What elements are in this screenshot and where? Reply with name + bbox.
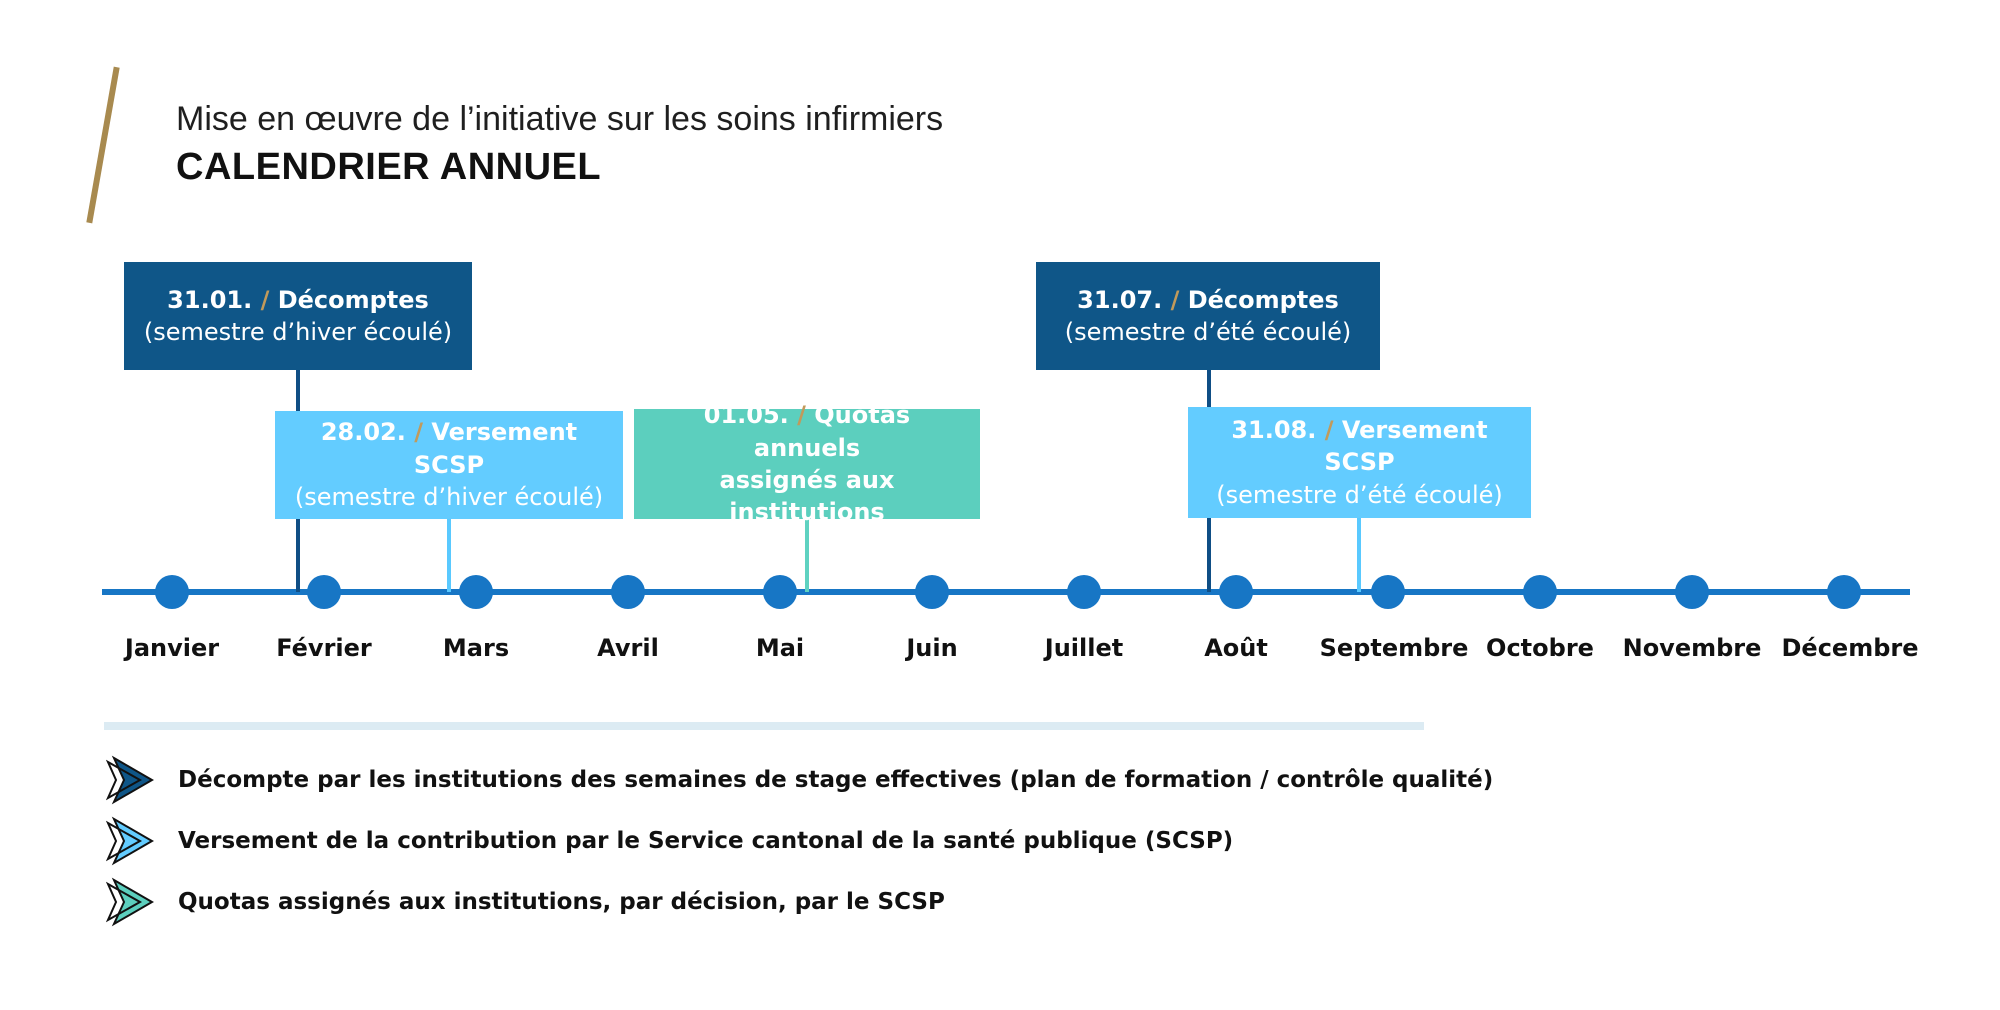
event-0831-box: 31.08. / Versement SCSP (semestre d’été …: [1188, 407, 1531, 518]
timeline-dot-juillet: [1067, 575, 1101, 609]
month-label-aout: Août: [1204, 634, 1268, 662]
month-label-mai: Mai: [756, 634, 804, 662]
timeline-dot-septembre: [1371, 575, 1405, 609]
event-0731-subtitle: (semestre d’été écoulé): [1065, 316, 1352, 348]
timeline-dot-decembre: [1827, 575, 1861, 609]
event-0831-subtitle: (semestre d’été écoulé): [1216, 479, 1503, 511]
legend-text-decomptes: Décompte par les institutions des semain…: [178, 767, 1493, 793]
event-0831-heading: 31.08. / Versement SCSP: [1202, 414, 1517, 479]
timeline-dot-octobre: [1523, 575, 1557, 609]
legend-item-quotas: Quotas assignés aux institutions, par dé…: [106, 876, 945, 928]
month-label-novembre: Novembre: [1623, 634, 1762, 662]
timeline-dot-mai: [763, 575, 797, 609]
event-0731-title: Décomptes: [1188, 286, 1339, 314]
timeline-dot-avril: [611, 575, 645, 609]
dark-chevron-icon: [106, 754, 158, 806]
event-0228-heading: 28.02. / Versement SCSP: [289, 416, 609, 481]
month-label-juillet: Juillet: [1045, 634, 1123, 662]
teal-chevron-icon: [106, 876, 158, 928]
page-title: CALENDRIER ANNUEL: [176, 146, 601, 189]
event-0501-box: 01.05. / Quotas annuels assignés aux ins…: [634, 409, 980, 519]
event-0831-title: Versement SCSP: [1324, 416, 1487, 476]
month-label-decembre: Décembre: [1781, 634, 1918, 662]
connector-0831: [1357, 518, 1361, 592]
event-0228-date: 28.02.: [321, 418, 406, 446]
light-chevron-icon: [106, 815, 158, 867]
event-0501-heading: 01.05. / Quotas annuels: [648, 399, 966, 464]
event-0831-date: 31.08.: [1231, 416, 1316, 444]
page-subtitle: Mise en œuvre de l’initiative sur les so…: [176, 100, 943, 139]
month-label-mars: Mars: [443, 634, 509, 662]
month-label-juin: Juin: [906, 634, 957, 662]
event-0731-box: 31.07. / Décomptes (semestre d’été écoul…: [1036, 262, 1380, 370]
event-0131-subtitle: (semestre d’hiver écoulé): [144, 316, 452, 348]
timeline-dot-janvier: [155, 575, 189, 609]
event-0131-box: 31.01. / Décomptes (semestre d’hiver éco…: [124, 262, 472, 370]
event-0731-slash: /: [1171, 286, 1180, 314]
month-label-fevrier: Février: [276, 634, 372, 662]
connector-0228: [447, 519, 451, 592]
timeline-dot-novembre: [1675, 575, 1709, 609]
legend-item-versement: Versement de la contribution par le Serv…: [106, 815, 1233, 867]
event-0731-heading: 31.07. / Décomptes: [1077, 284, 1339, 316]
event-0228-title: Versement SCSP: [414, 418, 577, 478]
event-0131-heading: 31.01. / Décomptes: [167, 284, 429, 316]
event-0831-slash: /: [1325, 416, 1334, 444]
legend-text-versement: Versement de la contribution par le Serv…: [178, 828, 1233, 854]
legend-divider: [104, 722, 1424, 730]
event-0228-slash: /: [414, 418, 423, 446]
event-0228-box: 28.02. / Versement SCSP (semestre d’hive…: [275, 411, 623, 519]
timeline-dot-mars: [459, 575, 493, 609]
event-0131-date: 31.01.: [167, 286, 252, 314]
timeline-dot-fevrier: [307, 575, 341, 609]
event-0731-date: 31.07.: [1077, 286, 1162, 314]
title-accent-line: [86, 67, 119, 224]
timeline-dot-aout: [1219, 575, 1253, 609]
legend-text-quotas: Quotas assignés aux institutions, par dé…: [178, 889, 945, 915]
event-0501-date: 01.05.: [704, 401, 789, 429]
event-0501-slash: /: [797, 401, 806, 429]
event-0131-slash: /: [261, 286, 270, 314]
month-label-janvier: Janvier: [125, 634, 219, 662]
connector-0501: [805, 518, 809, 592]
event-0501-subtitle: assignés aux institutions: [648, 464, 966, 529]
legend-item-decomptes: Décompte par les institutions des semain…: [106, 754, 1493, 806]
month-label-octobre: Octobre: [1486, 634, 1594, 662]
timeline-line: [102, 589, 1910, 595]
event-0228-subtitle: (semestre d’hiver écoulé): [295, 481, 603, 513]
month-label-avril: Avril: [597, 634, 659, 662]
month-label-septembre: Septembre: [1320, 634, 1469, 662]
event-0131-title: Décomptes: [278, 286, 429, 314]
timeline-dot-juin: [915, 575, 949, 609]
